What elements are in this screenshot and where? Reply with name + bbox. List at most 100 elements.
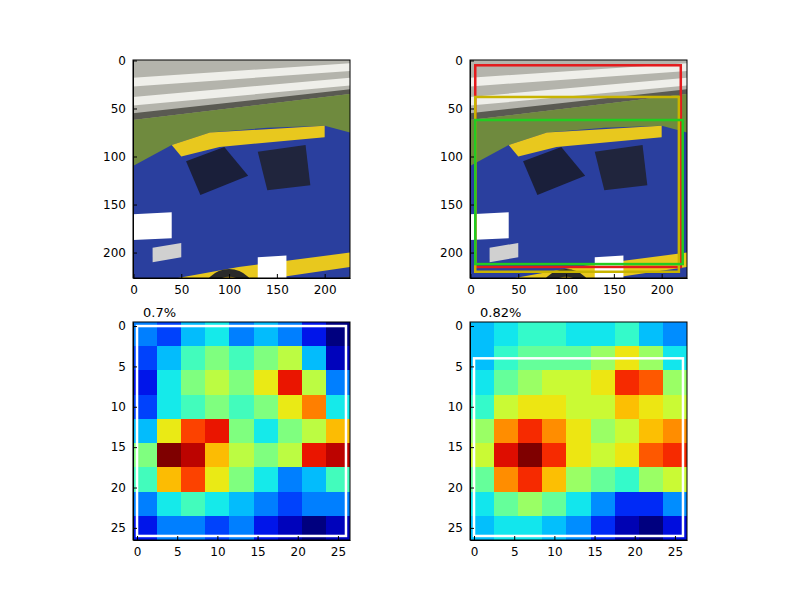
heatmap-cell [591, 395, 616, 420]
tick-label: 200 [651, 283, 674, 297]
bounding-box [474, 358, 683, 536]
tick-mark [258, 536, 259, 540]
figure: 0501001502000501001502000501001502000501… [0, 0, 800, 600]
tick-label: 10 [210, 545, 225, 559]
heatmap-cell [181, 395, 206, 420]
heatmap-cell [181, 370, 206, 395]
tick-mark [470, 447, 474, 448]
tick: 20 [448, 481, 474, 495]
tick-mark [470, 366, 474, 367]
tick-mark [133, 447, 137, 448]
tick: 0 [134, 536, 142, 559]
photo-car-windshield [523, 147, 585, 195]
heatmap-cell [181, 467, 206, 492]
photo-wheel [539, 269, 593, 278]
tick: 100 [555, 274, 578, 297]
axis-line [471, 540, 688, 541]
tick-mark [470, 60, 474, 61]
heatmap-cell [615, 370, 640, 395]
tick-label: 5 [455, 360, 463, 374]
heatmap-cell [205, 467, 230, 492]
plot-frame [133, 322, 350, 540]
tick-mark [554, 536, 555, 540]
heatmap-cell [494, 443, 519, 468]
tick-mark [470, 407, 474, 408]
heatmap-cell [278, 467, 303, 492]
heatmap-cell [518, 419, 543, 444]
tick: 10 [210, 536, 225, 559]
tick-label: 10 [448, 400, 463, 414]
photo-headlight [153, 243, 182, 262]
photo-car-window [595, 145, 648, 190]
x-axis: 050100150200 [467, 274, 687, 297]
tick-mark [137, 536, 138, 540]
tick-mark [133, 488, 137, 489]
axis-line [134, 540, 351, 541]
tick: 200 [103, 246, 137, 260]
photo-headlight [490, 243, 519, 262]
tick-label: 20 [628, 545, 643, 559]
heatmap-cell [157, 467, 182, 492]
tick-label: 150 [103, 198, 126, 212]
heatmap-cell [518, 395, 543, 420]
tick: 100 [103, 150, 137, 164]
photo-wheel [202, 269, 256, 278]
tick-mark [133, 108, 137, 109]
tick-label: 10 [111, 400, 126, 414]
heatmap-cell [639, 467, 664, 492]
tick-mark [470, 253, 474, 254]
tick-label: 50 [174, 283, 189, 297]
heatmap-cell [302, 492, 327, 517]
x-axis: 0510152025 [134, 536, 351, 559]
heatmap-cell [205, 346, 230, 371]
tick-mark [133, 326, 137, 327]
tick-label: 0 [467, 283, 475, 297]
heatmap-cell [254, 492, 279, 517]
heatmap-cell [229, 370, 254, 395]
heatmap-cell [615, 395, 640, 420]
photo-car-body [470, 126, 687, 278]
tick-label: 5 [118, 360, 126, 374]
tick: 200 [314, 274, 337, 297]
heatmap-cell [566, 443, 591, 468]
tick: 0 [455, 319, 474, 333]
heatmap-cell [639, 370, 664, 395]
heatmap-cell [566, 370, 591, 395]
tick-mark [338, 536, 339, 540]
tick-label: 15 [448, 440, 463, 454]
tick-label: 5 [174, 545, 182, 559]
heatmap-cell [518, 443, 543, 468]
heatmap-cell [591, 467, 616, 492]
photo-car-body [133, 126, 350, 278]
tick-label: 0 [134, 545, 142, 559]
heatmap-cell [302, 443, 327, 468]
tick-label: 5 [511, 545, 519, 559]
tick: 0 [471, 536, 479, 559]
heatmap-cell [663, 322, 687, 347]
axis-line [470, 61, 471, 279]
heatmap-cell [518, 322, 543, 347]
heatmap-cell [494, 322, 519, 347]
tick: 15 [448, 440, 474, 454]
heatmap-cell [542, 322, 567, 347]
tick-mark [133, 157, 137, 158]
heatmap-cell [591, 443, 616, 468]
y-axis: 0510152025 [448, 319, 474, 540]
heatmap-cell [591, 492, 616, 517]
tick-label: 50 [511, 283, 526, 297]
heatmap-cell [278, 443, 303, 468]
tick-label: 150 [440, 198, 463, 212]
heatmap-cell [302, 467, 327, 492]
axis-line [471, 278, 688, 279]
tick-mark [470, 205, 474, 206]
tick-label: 0 [455, 54, 463, 68]
tick-label: 0 [118, 54, 126, 68]
photo-car-windshield [186, 147, 248, 195]
tick-label: 0 [455, 319, 463, 333]
heatmap-cell [205, 370, 230, 395]
tick-mark [325, 274, 326, 278]
heatmap-cell [181, 419, 206, 444]
panel: 050100150200050100150200 [103, 54, 350, 323]
tick-mark [181, 274, 182, 278]
tick-mark [474, 536, 475, 540]
